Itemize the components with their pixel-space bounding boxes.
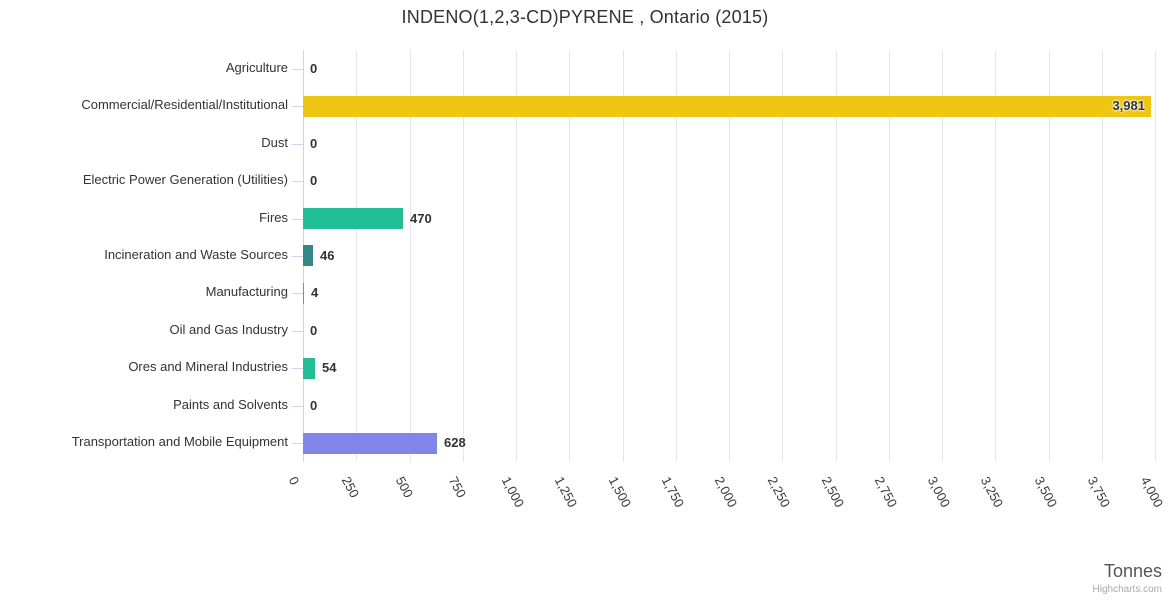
category-label-dust: Dust	[261, 134, 288, 150]
plot-area: 0 3,981 0 0 470 46 4 0 54 0 628	[303, 50, 1156, 462]
x-axis-tick-label: 250	[338, 474, 363, 501]
x-axis-tick-label: 3,250	[977, 474, 1007, 510]
x-axis-tick-label: 3,000	[924, 474, 954, 510]
category-tick	[292, 406, 303, 407]
category-label-ores-and-mineral-industries: Ores and Mineral Industries	[128, 359, 288, 375]
category-label-oil-and-gas-industry: Oil and Gas Industry	[169, 321, 289, 337]
gridline	[356, 50, 357, 462]
category-label-commercial-residential-institutional: Commercial/Residential/Institutional	[81, 97, 288, 113]
gridline	[1049, 50, 1050, 462]
bar-row: 0	[303, 387, 1155, 424]
bar-row: 4	[303, 275, 1155, 312]
bar-row: 470	[303, 200, 1155, 237]
x-axis-tick-label: 1,250	[551, 474, 581, 510]
x-axis-tick-label: 3,750	[1084, 474, 1114, 510]
category-tick	[292, 181, 303, 182]
value-label-ores-and-mineral-industries: 54	[322, 360, 337, 376]
x-axis-tick-label: 2,250	[764, 474, 794, 510]
bar-row: 54	[303, 350, 1155, 387]
category-label-agriculture: Agriculture	[225, 59, 288, 75]
x-axis-tick-label: 2,000	[711, 474, 741, 510]
chart-title: INDENO(1,2,3-CD)PYRENE , Ontario (2015)	[401, 7, 769, 27]
value-label-oil-and-gas-industry: 0	[310, 322, 318, 338]
gridline	[1102, 50, 1103, 462]
category-tick	[292, 106, 303, 107]
gridline	[463, 50, 464, 462]
category-label-incineration-and-waste-sources: Incineration and Waste Sources	[104, 247, 288, 262]
category-label-paints-and-solvents: Paints and Solvents	[173, 396, 288, 412]
x-axis-tick-label: 3,500	[1031, 474, 1061, 510]
category-label-manufacturing: Manufacturing	[205, 284, 288, 300]
bar-row: 0	[303, 312, 1155, 349]
bar-row: 46	[303, 237, 1155, 274]
bar-row: 628	[303, 425, 1155, 462]
value-axis-title: Tonnes	[1103, 561, 1162, 581]
bar-transportation-and-mobile-equipment[interactable]	[303, 432, 437, 454]
category-label-transportation-and-mobile-equipment: Transportation and Mobile Equipment	[71, 434, 288, 450]
category-tick	[292, 69, 303, 70]
value-label-commercial-residential-institutional: 3,981	[1112, 98, 1145, 114]
bar-fires[interactable]	[303, 208, 403, 230]
gridline	[676, 50, 677, 462]
category-tick	[292, 443, 303, 444]
gridline	[569, 50, 570, 462]
bar-manufacturing[interactable]	[303, 282, 304, 304]
category-tick	[292, 331, 303, 332]
bar-commercial-residential-institutional[interactable]	[303, 95, 1151, 117]
gridline	[836, 50, 837, 462]
bar-row: 0	[303, 162, 1155, 199]
x-axis-tick-label: 2,500	[818, 474, 848, 510]
x-axis-tick-label: 2,750	[871, 474, 901, 510]
value-label-agriculture: 0	[310, 60, 318, 76]
x-axis-tick-label: 4,000	[1137, 474, 1167, 510]
x-axis-tick-label: 500	[392, 474, 417, 501]
x-axis-tick-label: 1,000	[498, 474, 528, 510]
gridline	[942, 50, 943, 462]
value-label-fires: 470	[410, 210, 432, 226]
value-label-electric-power-generation-utilities: 0	[310, 173, 318, 189]
x-axis-tick-label: 750	[445, 474, 470, 501]
x-axis-tick-label: 1,500	[605, 474, 635, 510]
highcharts-credit-link[interactable]: Highcharts.com	[1092, 584, 1162, 595]
x-axis-tick-label: 0	[285, 474, 303, 488]
x-axis-tick-label: 1,750	[658, 474, 688, 510]
bar-row: 3,981	[303, 87, 1155, 124]
gridline	[729, 50, 730, 462]
category-tick	[292, 368, 303, 369]
category-tick	[292, 144, 303, 145]
gridline	[623, 50, 624, 462]
category-label-electric-power-generation-utilities: Electric Power Generation (Utilities)	[82, 172, 288, 188]
bar-row: 0	[303, 125, 1155, 162]
gridline	[516, 50, 517, 462]
value-label-paints-and-solvents: 0	[310, 397, 318, 413]
value-label-dust: 0	[310, 135, 318, 151]
gridline	[410, 50, 411, 462]
category-tick	[292, 219, 303, 220]
value-label-transportation-and-mobile-equipment: 628	[444, 435, 466, 451]
gridline	[782, 50, 783, 462]
bar-incineration-and-waste-sources[interactable]	[303, 245, 313, 267]
category-label-fires: Fires	[259, 209, 288, 225]
gridline	[889, 50, 890, 462]
category-tick	[292, 293, 303, 294]
value-label-manufacturing: 4	[311, 285, 319, 301]
bar-ores-and-mineral-industries[interactable]	[303, 357, 315, 379]
value-label-incineration-and-waste-sources: 46	[320, 247, 335, 263]
category-tick	[292, 256, 303, 257]
bar-row: 0	[303, 50, 1155, 87]
gridline	[995, 50, 996, 462]
gridline	[1155, 50, 1156, 462]
